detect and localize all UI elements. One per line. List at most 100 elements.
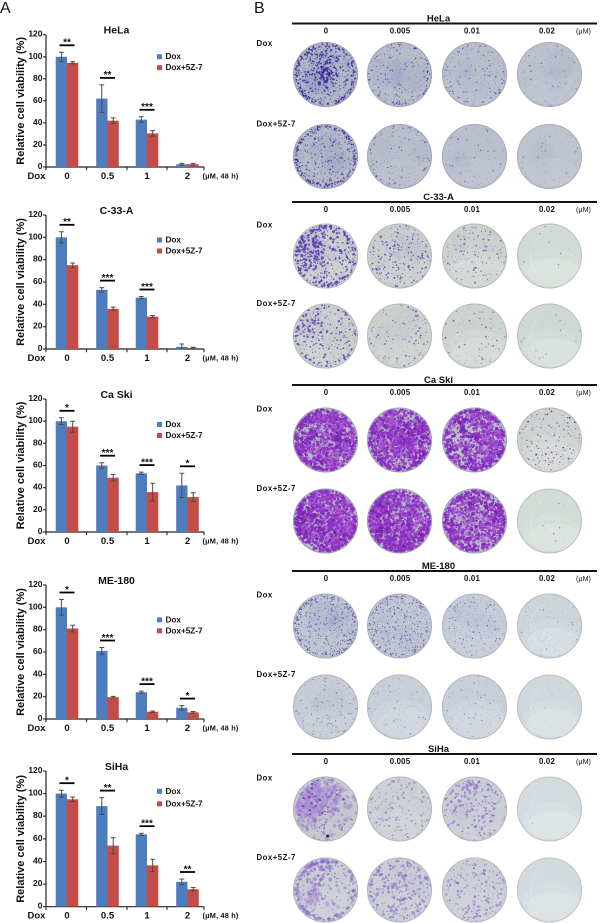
svg-text:0: 0 [64,171,69,182]
svg-text:100: 100 [28,51,42,61]
svg-text:0.02: 0.02 [539,757,555,766]
svg-text:80: 80 [33,624,43,634]
svg-text:Dox: Dox [28,171,47,182]
svg-text:2: 2 [185,536,190,547]
svg-text:***: *** [102,633,114,644]
svg-text:100: 100 [28,601,42,611]
svg-text:Dox: Dox [257,405,273,414]
svg-text:B: B [254,0,265,17]
svg-text:0: 0 [324,205,329,214]
svg-text:40: 40 [33,298,43,308]
svg-text:120: 120 [28,765,42,775]
svg-text:20: 20 [33,139,43,149]
svg-text:Dox: Dox [166,787,182,796]
svg-text:*: * [65,403,69,414]
svg-text:2: 2 [185,171,190,182]
svg-text:SiHa: SiHa [105,761,129,773]
svg-text:Dox: Dox [28,723,47,734]
svg-text:60: 60 [33,833,43,843]
svg-text:C-33-A: C-33-A [423,192,454,203]
svg-text:120: 120 [28,209,42,219]
svg-text:Dox+5Z-7: Dox+5Z-7 [257,853,296,862]
svg-text:***: *** [102,448,114,459]
svg-text:*: * [65,776,69,787]
svg-text:(μM, 48 h): (μM, 48 h) [203,354,239,363]
svg-text:**: ** [63,217,71,228]
svg-text:Dox+5Z-7: Dox+5Z-7 [166,799,204,808]
svg-text:0.01: 0.01 [464,757,480,766]
svg-text:HeLa: HeLa [427,14,451,25]
svg-text:Dox+5Z-7: Dox+5Z-7 [166,626,204,635]
svg-text:Dox: Dox [28,536,47,547]
svg-text:20: 20 [33,504,43,514]
svg-text:Dox: Dox [166,615,182,624]
svg-text:SiHa: SiHa [428,744,450,755]
svg-text:Ca Ski: Ca Ski [100,389,132,401]
svg-text:Dox: Dox [257,774,273,783]
svg-text:0: 0 [324,574,329,583]
svg-text:2: 2 [185,911,190,922]
svg-text:120: 120 [28,579,42,589]
svg-text:0: 0 [324,27,329,36]
svg-text:0: 0 [324,757,329,766]
svg-text:0.02: 0.02 [539,27,555,36]
svg-text:C-33-A: C-33-A [100,205,134,217]
svg-text:0: 0 [64,911,69,922]
svg-text:Dox: Dox [166,420,182,429]
svg-text:1: 1 [144,171,150,182]
svg-text:20: 20 [33,321,43,331]
svg-text:***: *** [141,282,153,293]
svg-text:40: 40 [33,856,43,866]
svg-text:20: 20 [33,878,43,888]
svg-text:0.02: 0.02 [539,574,555,583]
svg-text:40: 40 [33,117,43,127]
svg-text:(μM, 48 h): (μM, 48 h) [203,537,239,546]
svg-text:80: 80 [33,254,43,264]
svg-text:*: * [186,459,190,470]
svg-text:0: 0 [324,388,329,397]
svg-text:0.5: 0.5 [101,536,115,547]
svg-text:0.005: 0.005 [390,757,411,766]
svg-text:*: * [65,585,69,596]
svg-text:0.005: 0.005 [390,205,411,214]
svg-text:0.5: 0.5 [101,171,115,182]
svg-text:0: 0 [38,901,43,911]
svg-text:*: * [186,691,190,702]
svg-text:(μM, 48 h): (μM, 48 h) [203,911,239,920]
svg-text:Relative cell viability (%): Relative cell viability (%) [15,218,27,346]
svg-text:0: 0 [64,723,69,734]
svg-text:0.005: 0.005 [390,388,411,397]
svg-text:A: A [0,0,11,17]
svg-text:0: 0 [38,713,43,723]
svg-text:(μM): (μM) [576,574,591,583]
svg-text:2: 2 [185,723,190,734]
svg-text:1: 1 [144,723,150,734]
svg-text:0.01: 0.01 [464,388,480,397]
svg-text:**: ** [104,783,112,794]
svg-text:Relative cell viability (%): Relative cell viability (%) [15,37,27,165]
svg-text:***: *** [141,102,153,113]
svg-text:Dox: Dox [166,236,182,245]
svg-text:60: 60 [33,95,43,105]
svg-text:Dox+5Z-7: Dox+5Z-7 [257,299,296,308]
svg-text:0: 0 [38,343,43,353]
svg-text:Dox: Dox [166,52,182,61]
svg-text:Dox: Dox [28,911,47,922]
svg-text:0: 0 [64,536,69,547]
svg-text:0: 0 [38,526,43,536]
svg-text:0.01: 0.01 [464,205,480,214]
svg-text:(μM): (μM) [576,388,591,397]
svg-text:60: 60 [33,276,43,286]
svg-text:0.005: 0.005 [390,574,411,583]
svg-text:100: 100 [28,231,42,241]
svg-text:40: 40 [33,668,43,678]
svg-text:Dox: Dox [257,221,273,230]
svg-text:(μM, 48 h): (μM, 48 h) [203,724,239,733]
svg-text:0.01: 0.01 [464,27,480,36]
svg-text:ME-180: ME-180 [98,575,135,587]
svg-text:Ca Ski: Ca Ski [424,375,453,386]
svg-text:Relative cell viability (%): Relative cell viability (%) [15,401,27,529]
svg-text:(μM, 48 h): (μM, 48 h) [203,172,239,181]
svg-text:60: 60 [33,460,43,470]
svg-text:***: *** [102,273,114,284]
